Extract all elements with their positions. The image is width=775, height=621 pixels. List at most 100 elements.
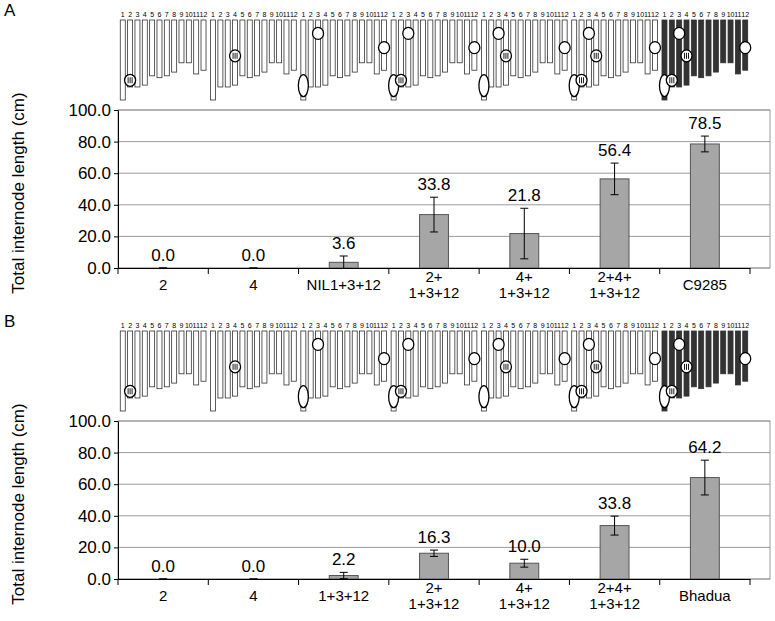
error-bar-cap: [249, 579, 257, 580]
bar: [149, 579, 178, 580]
chromosome: [428, 331, 433, 389]
error-bar: [520, 208, 528, 259]
chromosome: [728, 331, 733, 374]
chromosome: [457, 20, 462, 63]
tick-label: 60.0: [78, 164, 111, 183]
chromosome-label: 7: [165, 322, 169, 329]
chromosome-label: 8: [262, 322, 266, 329]
qtl-hatch: [237, 364, 238, 370]
chromosome-label: 6: [338, 322, 342, 329]
tick-mark: [114, 484, 118, 485]
tick-label: 60.0: [78, 475, 111, 494]
genotype-schematic: 123456789101112: [389, 322, 480, 411]
data-label: 2.2: [332, 550, 356, 569]
qtl-hatch: [684, 53, 685, 59]
x-axis: 24NIL1+3+122+1+3+124+1+3+122+4+1+3+12C92…: [119, 268, 751, 301]
category-separator: [750, 579, 751, 585]
chromosome-label: 2: [489, 11, 493, 18]
qtl: [395, 74, 406, 86]
qtl-hatch: [688, 53, 689, 59]
data-label: 10.0: [508, 537, 541, 556]
chromosome: [308, 20, 313, 87]
error-bar-cap: [611, 535, 619, 536]
chromosome-label: 4: [323, 11, 327, 18]
chromosome: [186, 331, 191, 374]
genotype-schematic: 123456789101112: [659, 322, 750, 411]
category-separator: [208, 579, 209, 585]
tick: 40.0: [78, 507, 118, 526]
grid-line: [118, 484, 770, 485]
qtl-hatch: [594, 364, 595, 370]
grid: [118, 421, 770, 579]
grid-line: [118, 141, 770, 142]
chromosome: [601, 20, 606, 76]
qtl: [559, 42, 570, 54]
chromosome: [630, 331, 635, 374]
qtl-hatch: [505, 364, 506, 370]
panel: A0.020.040.060.080.0100.0Total internode…: [4, 1, 770, 301]
qtl: [649, 353, 660, 365]
chromosome: [450, 20, 455, 63]
genotype-schematic: 123456789101112: [211, 11, 298, 100]
tick-mark: [114, 268, 118, 269]
qtl-hatch: [673, 388, 674, 394]
qtl-hatch: [688, 364, 689, 370]
tick: 4: [249, 268, 257, 293]
chromosome: [284, 20, 289, 74]
genotype-schematic: 123456789101112: [659, 11, 750, 100]
chromosome-label: 3: [135, 11, 139, 18]
qtl: [649, 42, 660, 54]
qtl-hatch: [581, 77, 582, 83]
chromosome-label: 2: [218, 11, 222, 18]
chromosome-label: 3: [677, 11, 681, 18]
qtl: [583, 338, 594, 350]
error-bar-cap: [159, 268, 167, 269]
error-bar-cap: [340, 572, 348, 573]
data-label: 33.8: [598, 494, 631, 513]
chromosome-label: 7: [526, 322, 530, 329]
chromosome: [164, 331, 169, 387]
chromosome-label: 3: [587, 11, 591, 18]
tick-label: 4+1+3+12: [499, 579, 550, 612]
category-separator: [479, 579, 480, 585]
error-bar: [340, 256, 348, 268]
tick-label: 2+4+1+3+12: [589, 268, 640, 301]
qtl: [313, 338, 324, 350]
qtl: [379, 42, 390, 54]
qtl-hatch: [598, 364, 599, 370]
chromosome-label: 3: [226, 11, 230, 18]
chromosome-label: 3: [135, 322, 139, 329]
tick: Bhadua: [679, 579, 731, 604]
chromosome: [638, 20, 643, 63]
data-label: 0.0: [151, 246, 175, 265]
tick: 2+4+1+3+12: [589, 579, 640, 612]
chromosome: [194, 331, 199, 385]
tick-mark: [114, 547, 118, 548]
tick: 0.0: [87, 259, 118, 278]
qtl-hatch: [505, 53, 506, 59]
qtl-hatch: [684, 364, 685, 370]
chromosome: [443, 331, 448, 383]
tick-mark: [114, 236, 118, 237]
qtl-hatch: [596, 53, 597, 59]
chromosome: [489, 20, 494, 87]
chromosome: [284, 331, 289, 385]
chromosome-label: 8: [624, 322, 628, 329]
chromosome: [360, 331, 365, 374]
chromosome-label: 1: [663, 11, 667, 18]
qtl: [395, 385, 406, 397]
error-bar-cap: [611, 163, 619, 164]
qtl: [230, 50, 241, 62]
chromosome-label: 5: [421, 322, 425, 329]
genotype-schematic: 123456789101112: [120, 322, 207, 411]
qtl: [469, 42, 480, 54]
tick: 20.0: [78, 538, 118, 557]
error-bar-stem: [434, 197, 435, 232]
tick-mark: [114, 205, 118, 206]
qtl-hatch: [598, 53, 599, 59]
y-axis: 0.020.040.060.080.0100.0: [68, 412, 118, 589]
chromosome: [338, 331, 343, 389]
chromosome: [367, 331, 372, 374]
chromosome-label: 3: [497, 322, 501, 329]
qtl-hatch: [507, 53, 508, 59]
